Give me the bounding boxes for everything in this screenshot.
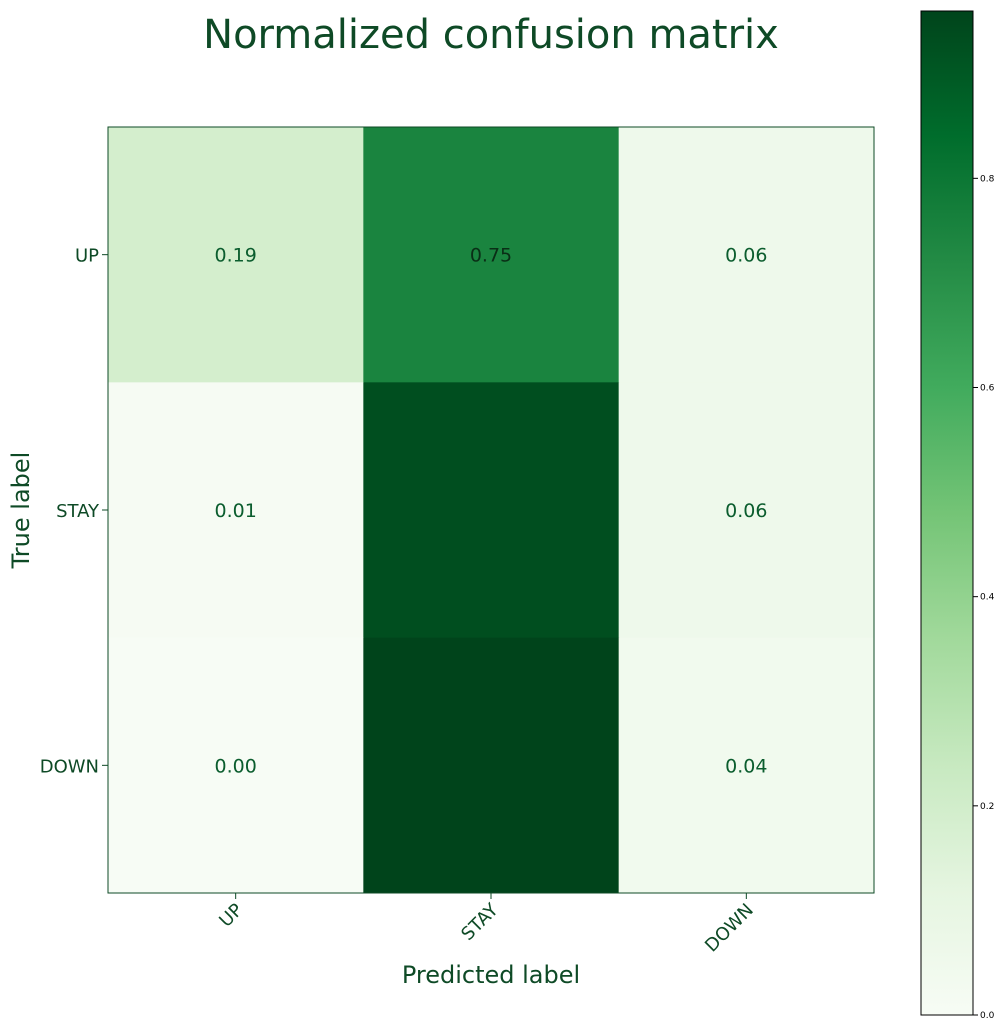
x-axis-label: Predicted label <box>402 961 580 989</box>
matrix-cell-0-0 <box>108 127 364 383</box>
y-tick-label-up: UP <box>75 246 99 267</box>
cell-value-label-1-0: 0.01 <box>215 500 257 522</box>
matrix-cell-0-1 <box>363 127 620 383</box>
matrix-cell-1-2 <box>618 382 875 639</box>
cell-value-label-1-2: 0.06 <box>725 500 767 522</box>
matrix-cell-2-0 <box>108 637 364 894</box>
colorbar-tick-label: 0.2 <box>980 802 994 812</box>
colorbar <box>920 10 974 1016</box>
colorbar-tick-label: 0.8 <box>980 174 995 184</box>
matrix-cell-1-0 <box>108 382 364 639</box>
matrix-cell-2-2 <box>618 637 875 894</box>
y-axis-label: True label <box>7 452 35 570</box>
colorbar-tick-label: 0.4 <box>980 593 995 603</box>
matrix-cells <box>108 127 875 894</box>
cell-value-label-2-2: 0.04 <box>725 755 767 777</box>
matrix-cell-2-1 <box>363 637 620 894</box>
cell-value-label-0-1: 0.75 <box>470 245 512 267</box>
cell-value-label-2-0: 0.00 <box>215 755 257 777</box>
x-tick-label-stay: STAY <box>457 899 503 945</box>
y-tick-label-down: DOWN <box>40 756 99 777</box>
matrix-cell-0-2 <box>618 127 875 383</box>
matrix-cell-1-1 <box>363 382 620 639</box>
colorbar-tick-label: 0.6 <box>980 384 995 394</box>
colorbar-tick-label: 0.0 <box>980 1011 995 1021</box>
y-tick-label-stay: STAY <box>56 501 100 522</box>
matrix-cell-labels: 0.19 0.75 0.06 0.01 0.06 0.00 0.04 <box>215 245 768 778</box>
x-tick-label-down: DOWN <box>701 900 758 957</box>
y-axis-ticks: UP STAY DOWN <box>40 246 108 777</box>
chart-title: Normalized confusion matrix <box>203 12 779 58</box>
colorbar-ticks: 0.0 0.2 0.4 0.6 0.8 <box>973 174 995 1021</box>
cell-value-label-0-2: 0.06 <box>725 245 767 267</box>
cell-value-label-0-0: 0.19 <box>215 245 257 267</box>
x-axis-ticks: UP STAY DOWN <box>215 893 758 956</box>
x-tick-label-up: UP <box>215 900 247 932</box>
